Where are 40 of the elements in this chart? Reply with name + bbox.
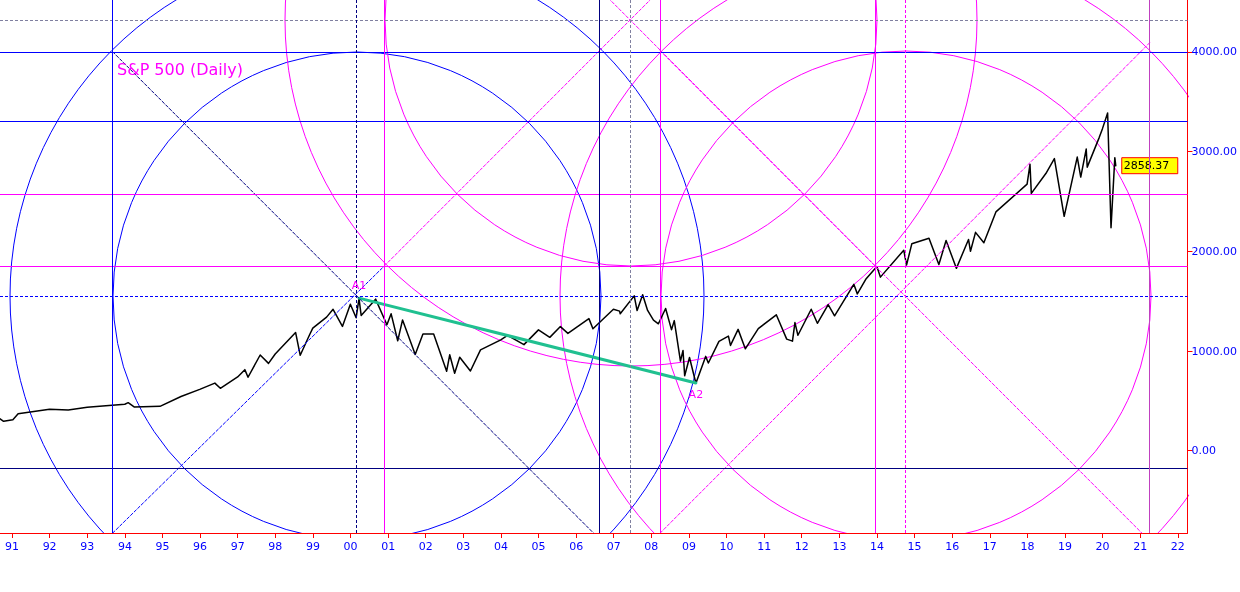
x-tick-label: 03 xyxy=(456,540,471,553)
x-tick-label: 07 xyxy=(606,540,621,553)
x-tick-label: 08 xyxy=(644,540,659,553)
x-tick-label: 12 xyxy=(794,540,809,553)
x-tick-label: 05 xyxy=(531,540,546,553)
annotation: A1 xyxy=(351,279,367,293)
x-tick-label: 11 xyxy=(757,540,772,553)
x-tick-label: 18 xyxy=(1020,540,1035,553)
x-tick-label: 97 xyxy=(230,540,245,553)
x-tick-label: 92 xyxy=(42,540,57,553)
x-tick-label: 95 xyxy=(155,540,170,553)
x-tick-label: 06 xyxy=(569,540,584,553)
x-tick-label: 21 xyxy=(1133,540,1148,553)
x-tick-label: 20 xyxy=(1095,540,1110,553)
x-tick-label: 99 xyxy=(305,540,320,553)
y-tick-label: 0.00 xyxy=(1191,444,1217,458)
x-tick-label: 00 xyxy=(343,540,358,553)
x-tick-label: 91 xyxy=(5,540,20,553)
y-tick-label: 4000.00 xyxy=(1191,45,1238,59)
text: S&P 500 (Daily) xyxy=(117,59,243,79)
x-tick-label: 93 xyxy=(80,540,95,553)
x-tick-label: 98 xyxy=(268,540,283,553)
x-tick-label: 94 xyxy=(117,540,132,553)
x-tick-label: 04 xyxy=(493,540,508,553)
x-tick-label: 16 xyxy=(945,540,960,553)
x-tick-label: 96 xyxy=(193,540,208,553)
x-tick-label: 22 xyxy=(1170,540,1185,553)
x-tick-label: 13 xyxy=(832,540,847,553)
y-tick-label: 3000.00 xyxy=(1191,145,1238,159)
y-tick-label: 2000.00 xyxy=(1191,244,1238,258)
x-tick-label: 01 xyxy=(381,540,396,553)
y-tick-label: 1000.00 xyxy=(1191,344,1238,358)
x-tick-label: 02 xyxy=(418,540,433,553)
x-tick-label: 19 xyxy=(1057,540,1072,553)
x-tick-label: 09 xyxy=(681,540,696,553)
x-tick-label: 14 xyxy=(869,540,884,553)
x-tick-label: 17 xyxy=(982,540,997,553)
annotation: A2 xyxy=(688,387,704,401)
x-tick-label: 15 xyxy=(907,540,922,553)
x-tick-label: 10 xyxy=(719,540,734,553)
